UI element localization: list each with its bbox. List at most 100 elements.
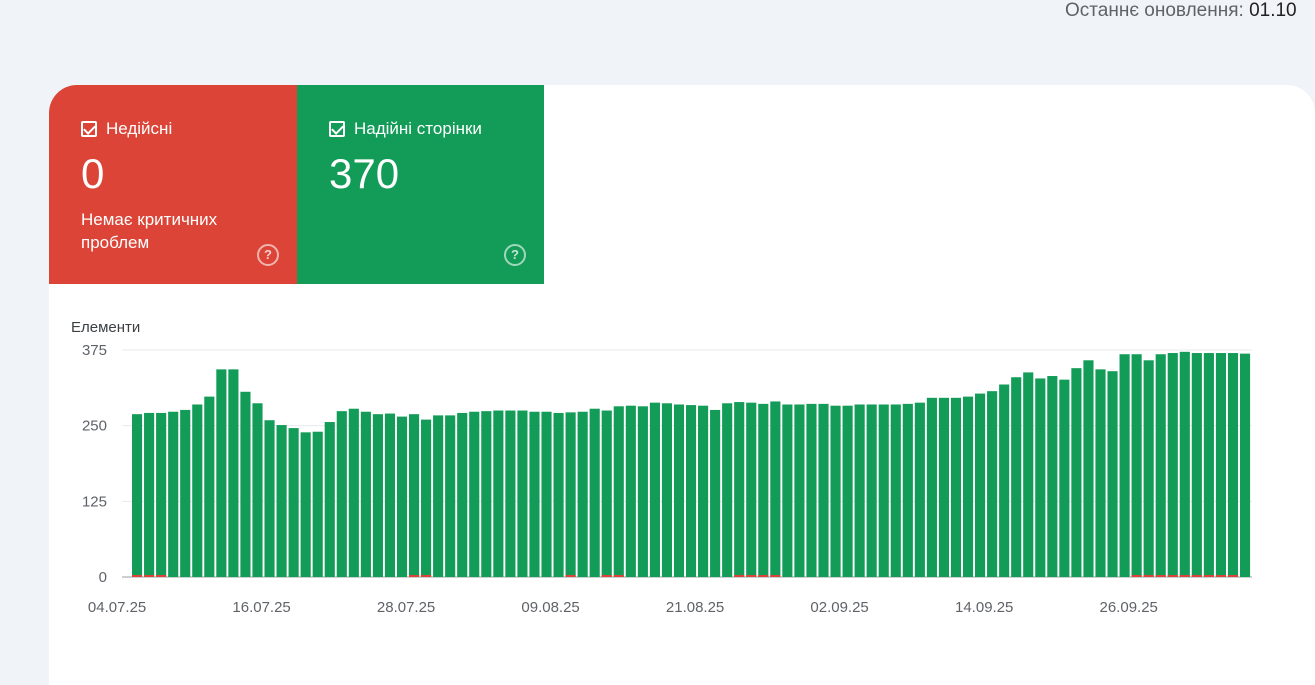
bar[interactable] <box>156 412 167 577</box>
bar[interactable] <box>1107 371 1118 577</box>
bar[interactable] <box>445 415 456 577</box>
bar[interactable] <box>661 403 673 577</box>
bar[interactable] <box>613 406 624 577</box>
bar[interactable] <box>722 403 733 577</box>
bar[interactable] <box>457 412 468 577</box>
bar[interactable] <box>288 428 299 577</box>
bar[interactable] <box>962 396 974 577</box>
bar[interactable] <box>541 411 552 577</box>
checkbox-checked-icon[interactable] <box>81 121 97 137</box>
bar[interactable] <box>1215 353 1226 577</box>
bar[interactable] <box>421 419 432 577</box>
bar[interactable] <box>312 431 323 577</box>
bar[interactable] <box>1227 353 1239 577</box>
bar[interactable] <box>1239 353 1251 577</box>
invalid-bar[interactable] <box>746 575 757 577</box>
bar[interactable] <box>685 405 697 577</box>
bar[interactable] <box>854 404 865 577</box>
bar[interactable] <box>842 405 853 577</box>
bar[interactable] <box>878 404 889 577</box>
invalid-bar[interactable] <box>156 575 167 577</box>
bar[interactable] <box>252 403 263 577</box>
bar[interactable] <box>1095 369 1106 577</box>
help-icon[interactable]: ? <box>257 244 279 266</box>
bar[interactable] <box>1023 372 1034 577</box>
bar[interactable] <box>240 391 251 577</box>
bar[interactable] <box>204 396 215 577</box>
bar[interactable] <box>818 403 829 577</box>
bar[interactable] <box>1203 353 1214 577</box>
invalid-bar[interactable] <box>758 575 769 577</box>
valid-tile[interactable]: Надійні сторінки 370 ? <box>297 85 544 284</box>
bar[interactable] <box>384 413 396 577</box>
invalid-bar[interactable] <box>601 575 612 577</box>
bar[interactable] <box>192 404 203 577</box>
bar[interactable] <box>734 402 745 577</box>
bar[interactable] <box>830 405 841 577</box>
bar[interactable] <box>360 411 371 577</box>
bar[interactable] <box>770 401 781 577</box>
invalid-bar[interactable] <box>1143 575 1154 577</box>
bar[interactable] <box>517 410 528 577</box>
bar[interactable] <box>782 404 793 577</box>
invalid-bar[interactable] <box>1203 575 1214 577</box>
bar[interactable] <box>372 414 383 577</box>
bar[interactable] <box>433 415 444 577</box>
invalid-bar[interactable] <box>1179 575 1190 577</box>
bar[interactable] <box>589 408 600 577</box>
bar[interactable] <box>348 408 359 577</box>
bar[interactable] <box>168 411 179 577</box>
bar[interactable] <box>1071 368 1082 577</box>
bar[interactable] <box>144 412 155 577</box>
bar[interactable] <box>300 432 311 577</box>
bar[interactable] <box>408 414 420 577</box>
bar[interactable] <box>553 412 564 577</box>
bar[interactable] <box>975 393 986 577</box>
bar[interactable] <box>866 404 877 577</box>
bar[interactable] <box>529 411 540 577</box>
checkbox-checked-icon[interactable] <box>329 121 345 137</box>
bar[interactable] <box>1155 354 1166 577</box>
invalid-bar[interactable] <box>1167 575 1178 577</box>
invalid-bar[interactable] <box>1131 575 1142 577</box>
invalid-bar[interactable] <box>1155 575 1166 577</box>
bar[interactable] <box>746 402 757 577</box>
bar[interactable] <box>806 403 817 577</box>
bar[interactable] <box>902 403 913 577</box>
bar[interactable] <box>1059 379 1070 577</box>
bar[interactable] <box>673 404 685 577</box>
bar[interactable] <box>1035 378 1046 577</box>
bar[interactable] <box>132 414 143 577</box>
bar[interactable] <box>228 369 239 577</box>
invalid-bar[interactable] <box>421 575 432 577</box>
bar[interactable] <box>1191 353 1202 577</box>
invalid-bar[interactable] <box>613 575 624 577</box>
bar[interactable] <box>493 410 504 577</box>
bar[interactable] <box>469 411 480 577</box>
bar[interactable] <box>324 422 335 577</box>
bar[interactable] <box>216 369 227 577</box>
bar[interactable] <box>999 384 1010 578</box>
bar[interactable] <box>1131 354 1142 577</box>
bar[interactable] <box>577 411 588 577</box>
bar[interactable] <box>987 391 998 577</box>
help-icon[interactable]: ? <box>504 244 526 266</box>
invalid-bar[interactable] <box>1215 575 1226 577</box>
invalid-bar[interactable] <box>1191 575 1202 577</box>
bar[interactable] <box>710 409 721 577</box>
bar[interactable] <box>1083 360 1094 577</box>
bar[interactable] <box>1179 351 1190 577</box>
invalid-bar[interactable] <box>408 575 420 577</box>
bar[interactable] <box>336 411 347 577</box>
bar[interactable] <box>264 420 275 577</box>
bar[interactable] <box>276 425 287 577</box>
bar[interactable] <box>180 409 191 577</box>
bar[interactable] <box>1167 353 1178 577</box>
invalid-tile[interactable]: Недійсні 0 Немає критичних проблем ? <box>49 85 297 284</box>
invalid-bar[interactable] <box>132 575 143 577</box>
bar[interactable] <box>637 406 648 577</box>
bar[interactable] <box>601 410 612 577</box>
bar[interactable] <box>794 404 805 577</box>
bar[interactable] <box>565 412 576 577</box>
bar[interactable] <box>926 397 937 577</box>
